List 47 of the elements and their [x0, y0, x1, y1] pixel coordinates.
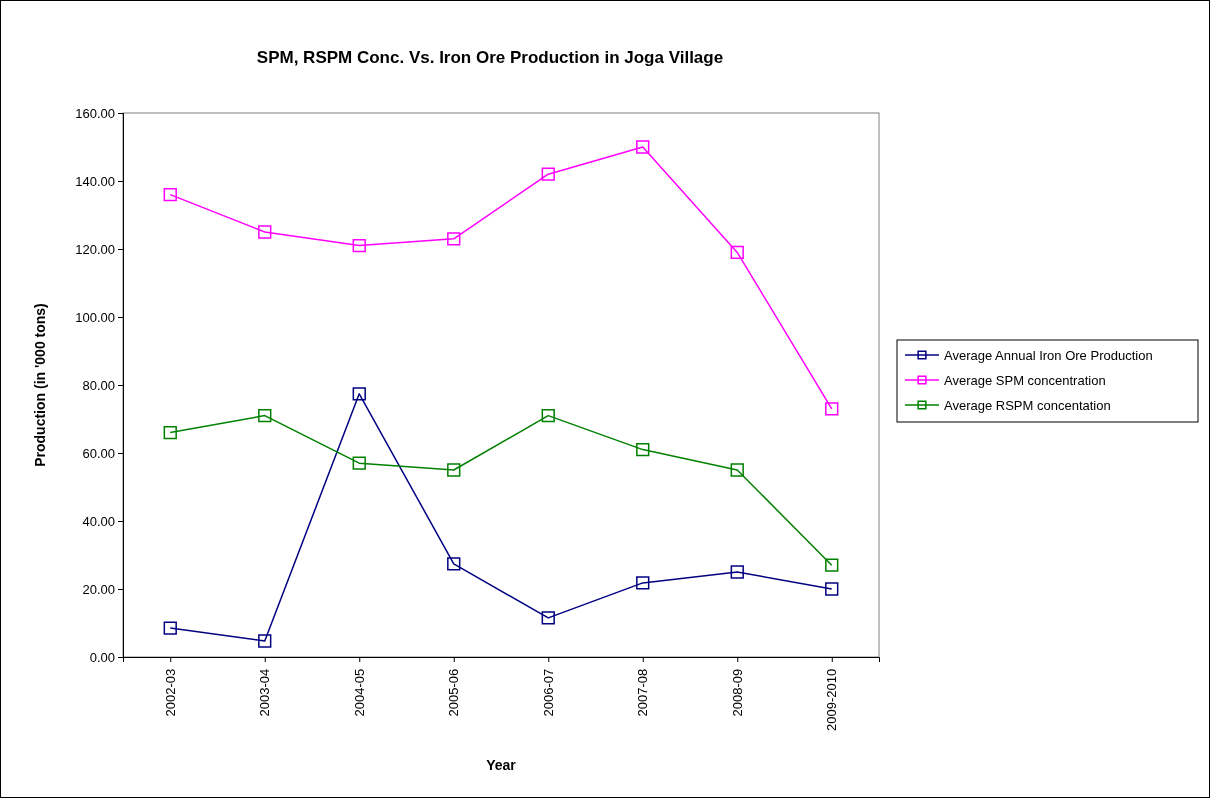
legend-label: Average SPM concentration — [944, 373, 1106, 388]
x-tick-label: 2009-2010 — [824, 668, 840, 731]
point — [447, 557, 461, 571]
point — [258, 408, 272, 423]
y-tick-label: 80.00 — [82, 377, 115, 393]
point — [636, 442, 650, 457]
point — [636, 140, 650, 154]
point — [352, 456, 366, 470]
point — [163, 425, 177, 440]
point — [258, 634, 272, 648]
point — [352, 387, 366, 401]
point — [541, 611, 555, 625]
x-tick-label: 2008-09 — [729, 668, 745, 717]
point — [541, 408, 555, 423]
point — [447, 232, 461, 246]
x-tick-label: 2002-03 — [162, 668, 178, 717]
x-tick-label: 2007-08 — [635, 668, 651, 717]
point — [636, 576, 650, 590]
x-axis-title: Year — [486, 757, 517, 773]
x-tick-label: 2003-04 — [257, 668, 273, 717]
chart-title: SPM, RSPM Conc. Vs. Iron Ore Production in Joga Village — [256, 48, 724, 67]
point — [825, 402, 839, 416]
y-tick-label: 0.00 — [89, 649, 115, 665]
point — [163, 621, 177, 635]
y-tick-label: 40.00 — [82, 513, 115, 529]
point — [258, 225, 272, 239]
y-tick-label: 120.00 — [75, 241, 115, 257]
point — [163, 187, 177, 202]
x-tick-label: 2004-05 — [351, 668, 367, 717]
y-tick-label: 100.00 — [75, 309, 115, 325]
y-tick-label: 60.00 — [82, 445, 115, 461]
point — [825, 558, 839, 572]
point — [352, 238, 366, 253]
y-tick-label: 140.00 — [75, 173, 115, 189]
legend-label: Average RSPM concentation — [944, 398, 1111, 413]
point — [825, 582, 839, 596]
y-axis-title: Production (in '000 tons) — [32, 303, 48, 467]
x-tick-label: 2005-06 — [446, 668, 462, 717]
point — [730, 245, 744, 260]
y-tick-label: 20.00 — [82, 581, 115, 597]
legend-label: Average Annual Iron Ore Production — [944, 348, 1153, 363]
point — [541, 167, 555, 181]
point — [447, 463, 461, 477]
x-tick-label: 2006-07 — [540, 668, 556, 717]
point — [730, 565, 744, 579]
y-tick-label: 160.00 — [75, 105, 115, 121]
point — [730, 463, 744, 477]
